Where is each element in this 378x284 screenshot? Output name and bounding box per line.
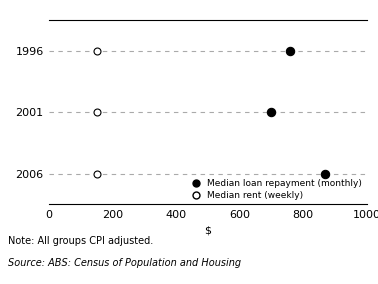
Point [322, 172, 328, 176]
Point [94, 172, 100, 176]
Point [268, 110, 274, 114]
Text: Note: All groups CPI adjusted.: Note: All groups CPI adjusted. [8, 236, 153, 246]
Point [287, 48, 293, 53]
X-axis label: $: $ [204, 225, 211, 236]
Point [94, 48, 100, 53]
Legend: Median loan repayment (monthly), Median rent (weekly): Median loan repayment (monthly), Median … [186, 179, 362, 200]
Point [94, 110, 100, 114]
Text: Source: ABS: Census of Population and Housing: Source: ABS: Census of Population and Ho… [8, 258, 241, 268]
